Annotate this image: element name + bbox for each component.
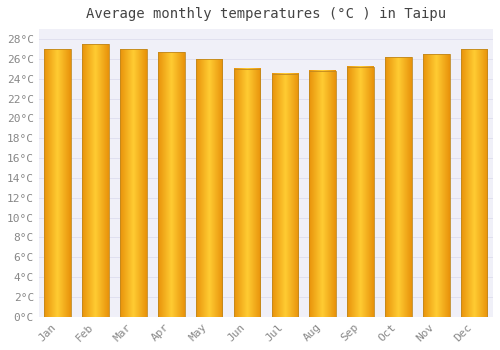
Bar (158, 52, 184, 317)
Bar (310, 71, 336, 317)
Bar (348, 67, 374, 317)
Bar (385, 57, 411, 317)
Bar (423, 54, 450, 317)
Bar (461, 49, 487, 317)
Bar (120, 49, 146, 317)
Bar (82, 44, 109, 317)
Bar (196, 59, 222, 317)
Bar (44, 49, 71, 317)
Bar (272, 74, 298, 317)
Bar (234, 69, 260, 317)
Title: Average monthly temperatures (°C ) in Taipu: Average monthly temperatures (°C ) in Ta… (86, 7, 446, 21)
